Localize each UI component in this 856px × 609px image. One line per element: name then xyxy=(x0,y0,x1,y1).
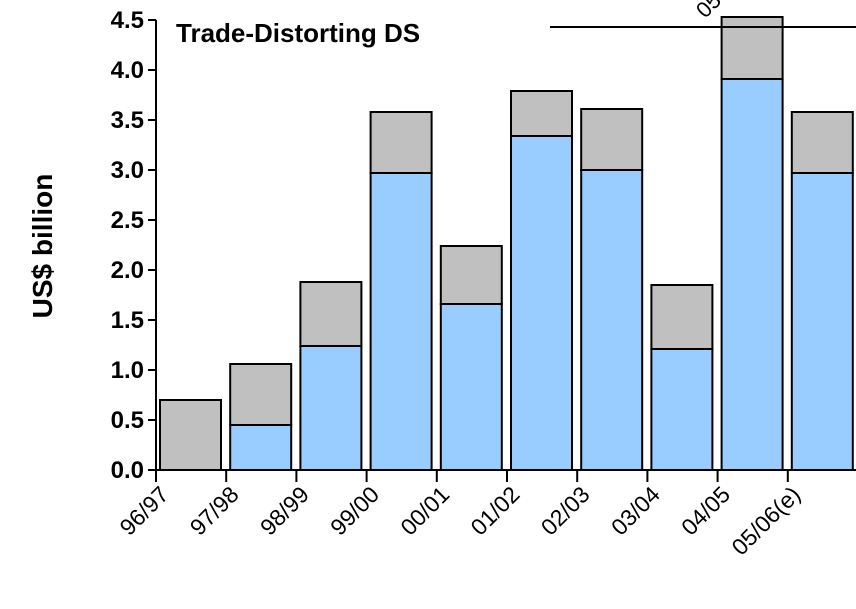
y-tick-label: 0.5 xyxy=(111,407,144,434)
bar-segment-upper-9 xyxy=(790,111,854,174)
y-tick-label: 3.5 xyxy=(111,107,144,134)
x-tick-label: 98/99 xyxy=(255,481,314,540)
y-axis-label: US$ billion xyxy=(27,174,58,319)
bar-segment-lower-1 xyxy=(229,424,293,471)
bar-segment-lower-7 xyxy=(650,348,714,471)
x-tick-label: 97/98 xyxy=(185,481,244,540)
x-tick-label: 02/03 xyxy=(536,481,595,540)
bar-segment-lower-4 xyxy=(439,303,503,471)
bar-segment-upper-1 xyxy=(229,363,293,426)
bar-segment-lower-8 xyxy=(720,78,784,471)
x-tick-label: 01/02 xyxy=(465,481,524,540)
bar-segment-upper-7 xyxy=(650,284,714,350)
bar-segment-lower-6 xyxy=(580,169,644,471)
bar-segment-upper-5 xyxy=(510,90,573,137)
bar-segment-lower-3 xyxy=(369,172,433,471)
bar-segment-upper-2 xyxy=(299,281,363,347)
x-tick-label: 03/04 xyxy=(606,481,665,540)
bar-segment-upper-6 xyxy=(580,108,644,171)
bar-segment-upper-0 xyxy=(159,399,222,471)
x-tick-label: 05/06(e) xyxy=(726,481,805,560)
x-tick-label: 04/05 xyxy=(676,481,735,540)
y-tick-label: 2.5 xyxy=(111,207,144,234)
bar-segment-lower-5 xyxy=(510,135,573,471)
x-tick-label: 99/00 xyxy=(325,481,384,540)
bar-segment-lower-9 xyxy=(790,172,854,471)
y-tick-label: 1.5 xyxy=(111,307,144,334)
chart-title: Trade-Distorting DS xyxy=(176,18,420,48)
y-tick-label: 1.0 xyxy=(111,357,144,384)
y-tick-label: 2.0 xyxy=(111,257,144,284)
y-tick-label: 4.5 xyxy=(111,7,144,34)
y-tick-label: 3.0 xyxy=(111,157,144,184)
bar-segment-upper-3 xyxy=(369,111,433,174)
bars-layer xyxy=(159,16,854,471)
y-tick-label: 0.0 xyxy=(111,457,144,484)
x-tick-label: 96/97 xyxy=(114,481,173,540)
title-background xyxy=(168,8,550,50)
y-tick-label: 4.0 xyxy=(111,57,144,84)
x-tick-label: 00/01 xyxy=(395,481,454,540)
bar-segment-upper-4 xyxy=(439,245,503,305)
bar-segment-lower-2 xyxy=(299,345,363,471)
